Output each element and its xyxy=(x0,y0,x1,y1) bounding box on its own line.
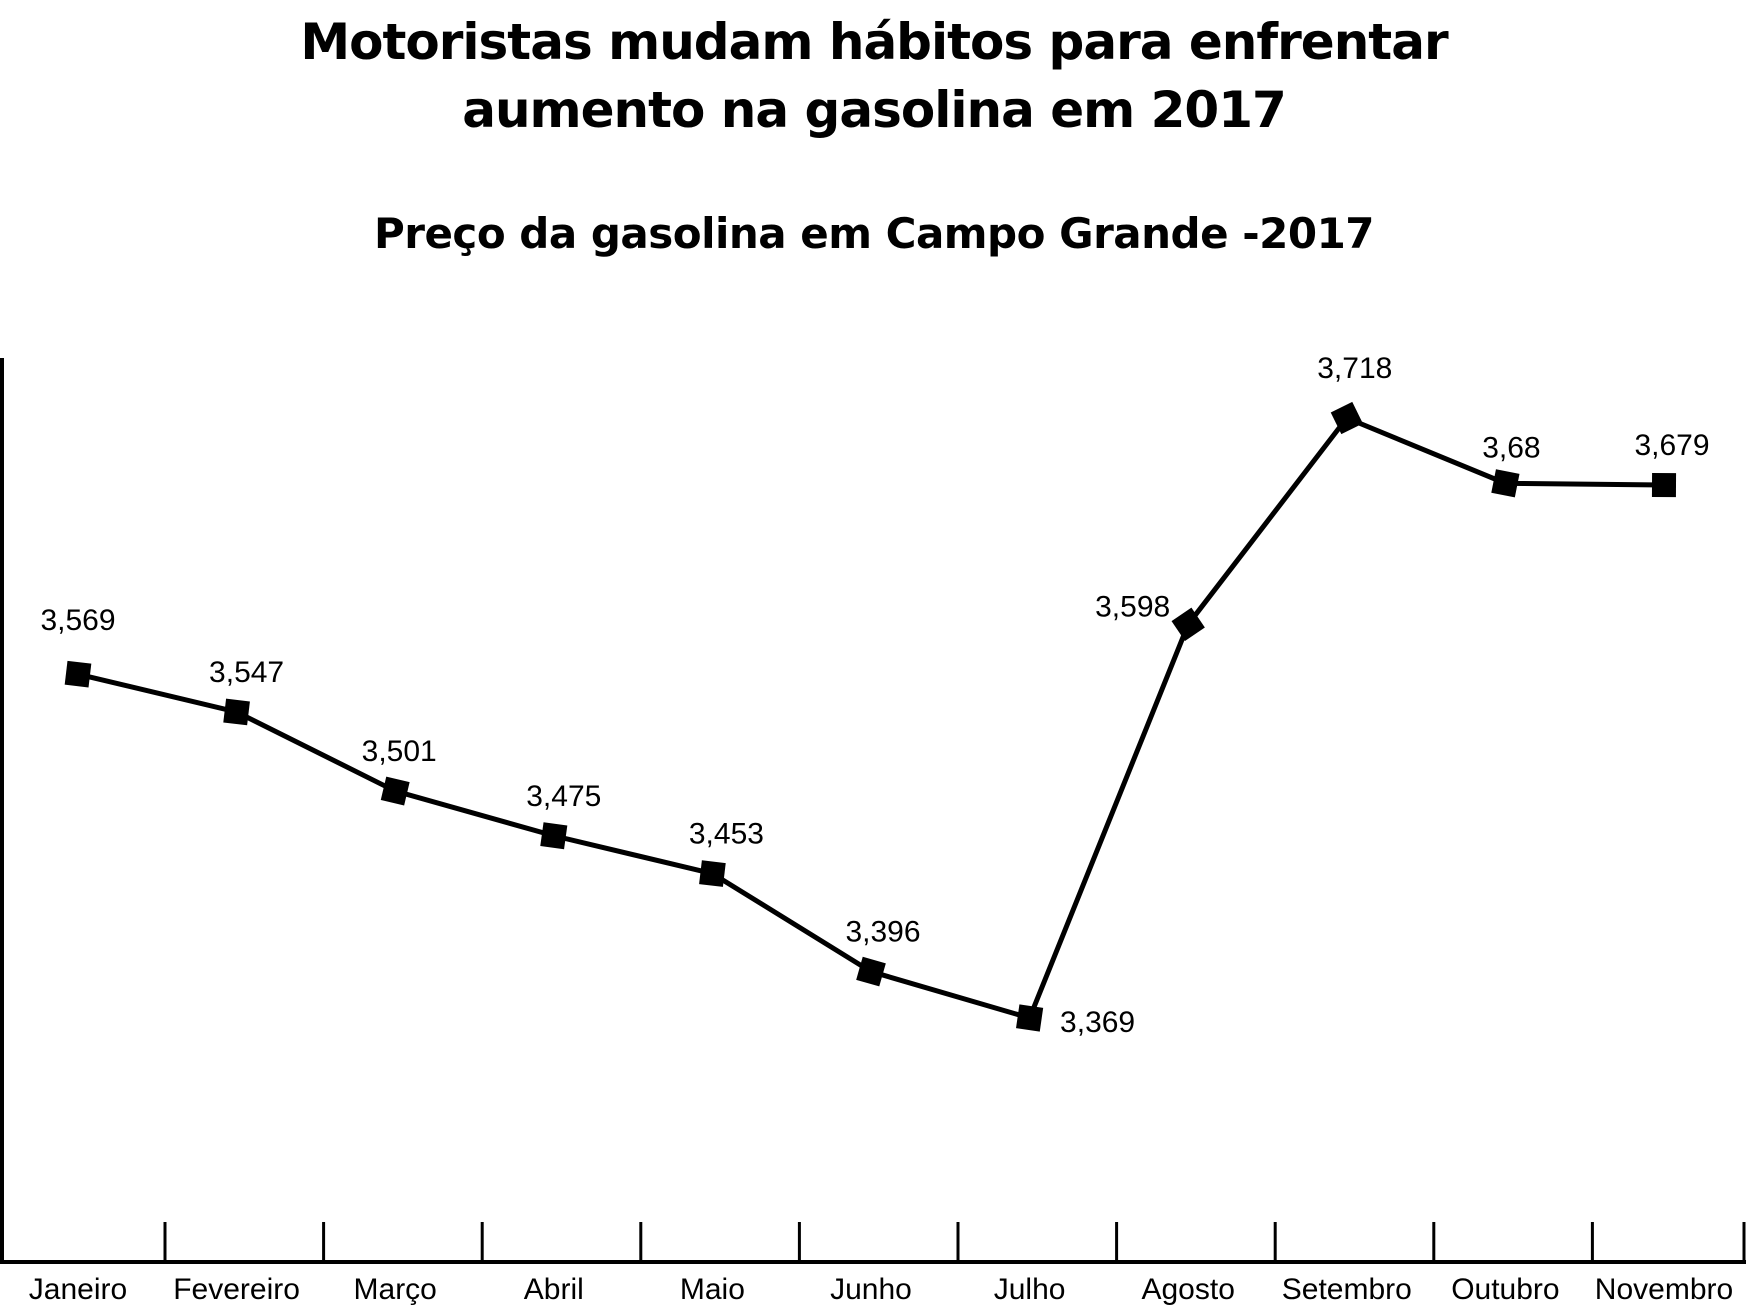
data-point-marker xyxy=(540,822,568,850)
data-point-marker xyxy=(856,956,886,987)
x-tick-label: Abril xyxy=(524,1273,584,1306)
data-label: 3,718 xyxy=(1317,352,1392,385)
marker-group xyxy=(64,401,1677,1032)
data-label: 3,68 xyxy=(1482,431,1540,464)
data-label-group: 3,569 3,547 3,501 3,475 3,453 3,396 3,369 3,598… xyxy=(40,352,1709,1039)
data-point-marker xyxy=(64,660,92,688)
data-label: 3,475 xyxy=(526,780,601,813)
chart-title-line-2: aumento na gasolina em 2017 xyxy=(462,81,1287,139)
x-tick-label: Fevereiro xyxy=(173,1273,300,1306)
data-point-marker xyxy=(380,776,410,806)
data-point-marker xyxy=(223,698,250,726)
data-label: 3,501 xyxy=(362,735,437,768)
x-tick-label: Janeiro xyxy=(29,1273,127,1306)
data-label: 3,569 xyxy=(40,604,115,637)
x-tick-label: Agosto xyxy=(1141,1273,1234,1306)
chart-title-line-1: Motoristas mudam hábitos para enfrentar xyxy=(300,13,1448,71)
data-point-marker xyxy=(1651,472,1677,498)
x-tick-label: Julho xyxy=(994,1273,1066,1306)
x-tick-label: Março xyxy=(354,1273,437,1306)
data-point-marker xyxy=(1330,401,1363,435)
data-label: 3,396 xyxy=(845,916,920,949)
x-tick-label-group: Janeiro Fevereiro Março Abril Maio Junho Julho… xyxy=(29,1273,1733,1306)
x-tick-label: Setembro xyxy=(1282,1273,1412,1306)
chart-subtitle: Preço da gasolina em Campo Grande -2017 xyxy=(373,209,1375,258)
x-tick-label: Novembro xyxy=(1595,1273,1733,1306)
data-label: 3,598 xyxy=(1095,590,1170,623)
data-point-marker xyxy=(1491,469,1520,498)
chart-axes xyxy=(0,358,1746,1264)
data-label: 3,369 xyxy=(1060,1006,1135,1039)
chart-title: Motoristas mudam hábitos para enfrentar … xyxy=(0,8,1748,144)
data-label: 3,453 xyxy=(689,818,764,851)
data-point-marker xyxy=(699,860,726,887)
data-point-marker xyxy=(1016,1004,1044,1032)
x-tick-label: Maio xyxy=(680,1273,745,1306)
x-tick-label: Junho xyxy=(830,1273,912,1306)
x-tick-label: Outubro xyxy=(1451,1273,1559,1306)
data-label: 3,679 xyxy=(1634,429,1709,462)
data-point-marker xyxy=(1171,607,1205,641)
data-label: 3,547 xyxy=(209,656,284,689)
